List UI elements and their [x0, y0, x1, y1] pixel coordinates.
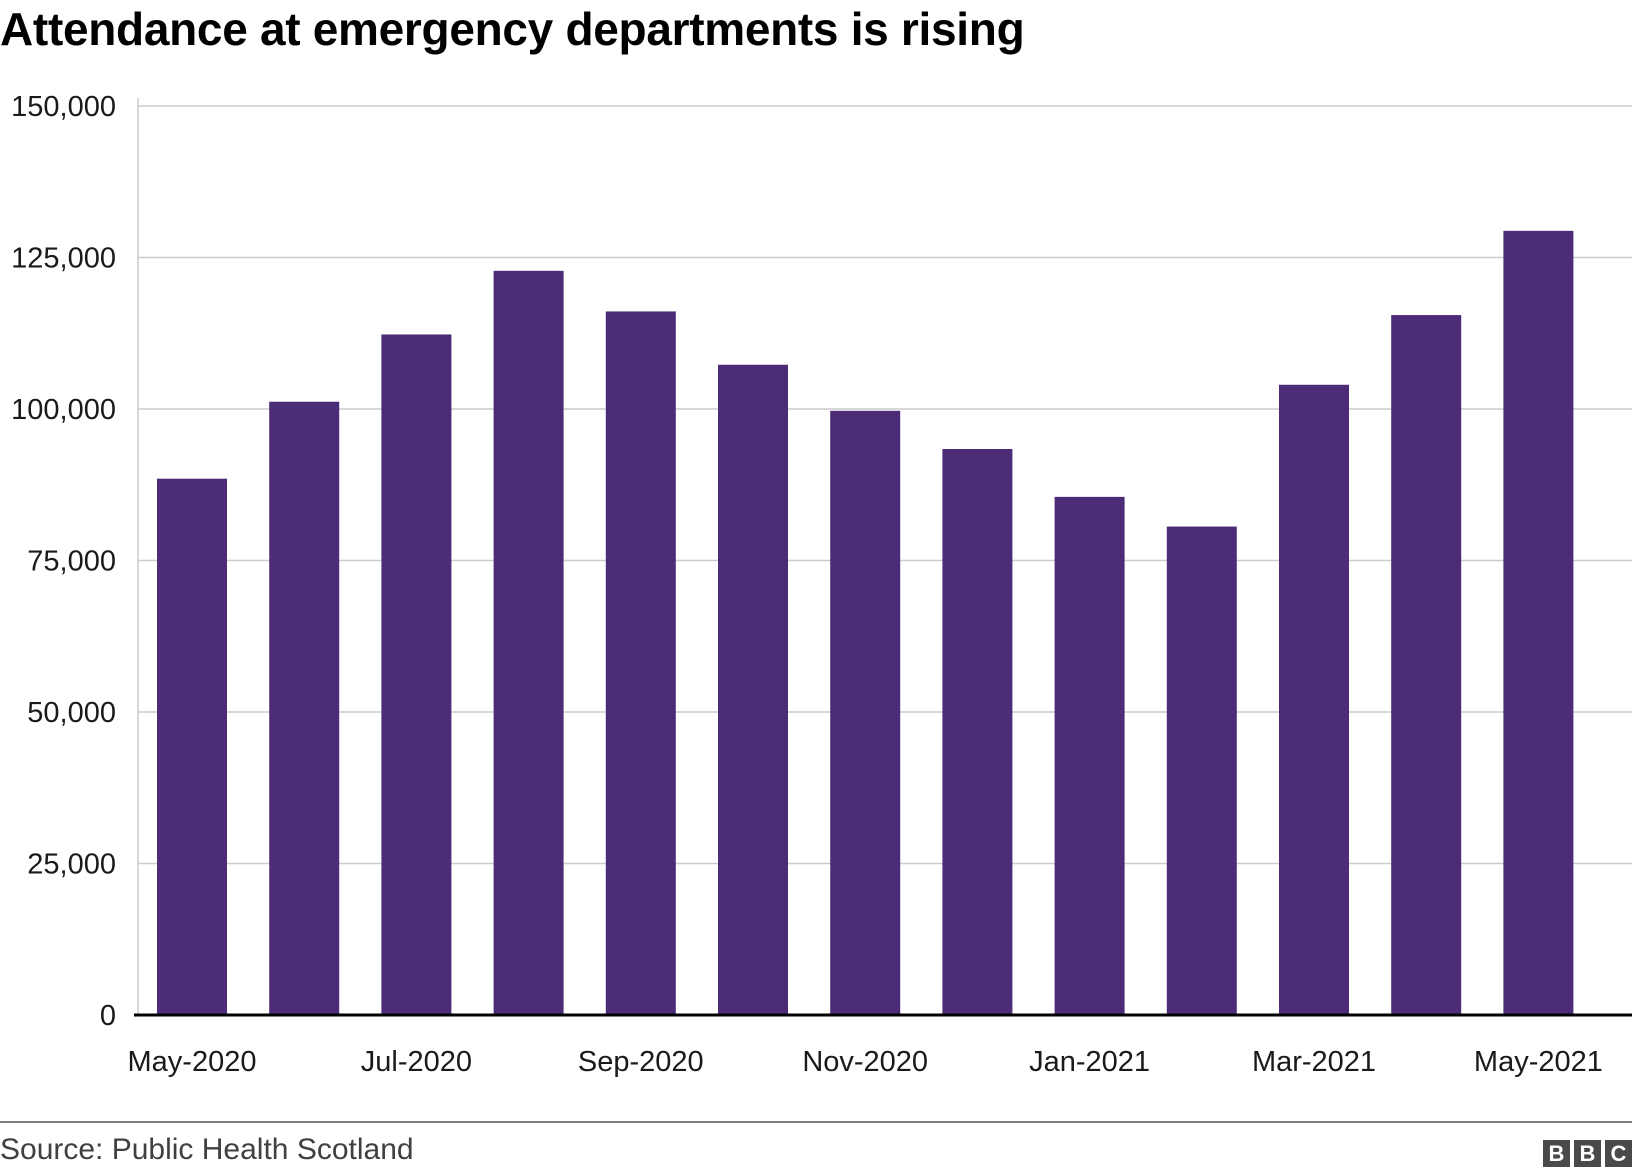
x-tick-label: Nov-2020	[802, 1046, 928, 1078]
bar	[942, 448, 1013, 1016]
y-tick-label: 100,000	[11, 394, 116, 426]
bar	[1054, 496, 1125, 1015]
y-tick-label: 25,000	[27, 849, 116, 881]
bar	[269, 401, 340, 1015]
x-tick-label: Mar-2021	[1252, 1046, 1376, 1078]
bar	[157, 478, 227, 1015]
bar	[718, 364, 788, 1016]
bar	[1503, 230, 1574, 1015]
x-tick-label: Jul-2020	[361, 1046, 472, 1078]
bar	[605, 311, 676, 1016]
bar	[1166, 526, 1237, 1015]
bar	[381, 334, 452, 1015]
x-tick-label: Jan-2021	[1029, 1046, 1150, 1078]
bbc-logo: B B C	[1543, 1140, 1632, 1167]
bar	[493, 270, 564, 1015]
y-tick-label: 150,000	[11, 91, 116, 123]
y-tick-label: 0	[100, 1000, 116, 1032]
bbc-logo-letter: B	[1543, 1140, 1570, 1167]
y-tick-label: 125,000	[11, 243, 116, 275]
y-tick-label: 50,000	[27, 697, 116, 729]
y-tick-label: 75,000	[27, 546, 116, 578]
x-tick-label: Sep-2020	[578, 1046, 704, 1078]
bar	[830, 410, 901, 1015]
x-tick-label: May-2021	[1474, 1046, 1603, 1078]
bar	[1391, 315, 1462, 1015]
bbc-logo-letter: C	[1605, 1140, 1632, 1167]
chart-title: Attendance at emergency departments is r…	[0, 3, 1025, 55]
bar	[1279, 384, 1349, 1015]
x-tick-label: May-2020	[128, 1046, 257, 1078]
footer-divider	[0, 1121, 1632, 1123]
bbc-logo-letter: B	[1574, 1140, 1601, 1167]
source-note: Source: Public Health Scotland	[0, 1133, 414, 1166]
